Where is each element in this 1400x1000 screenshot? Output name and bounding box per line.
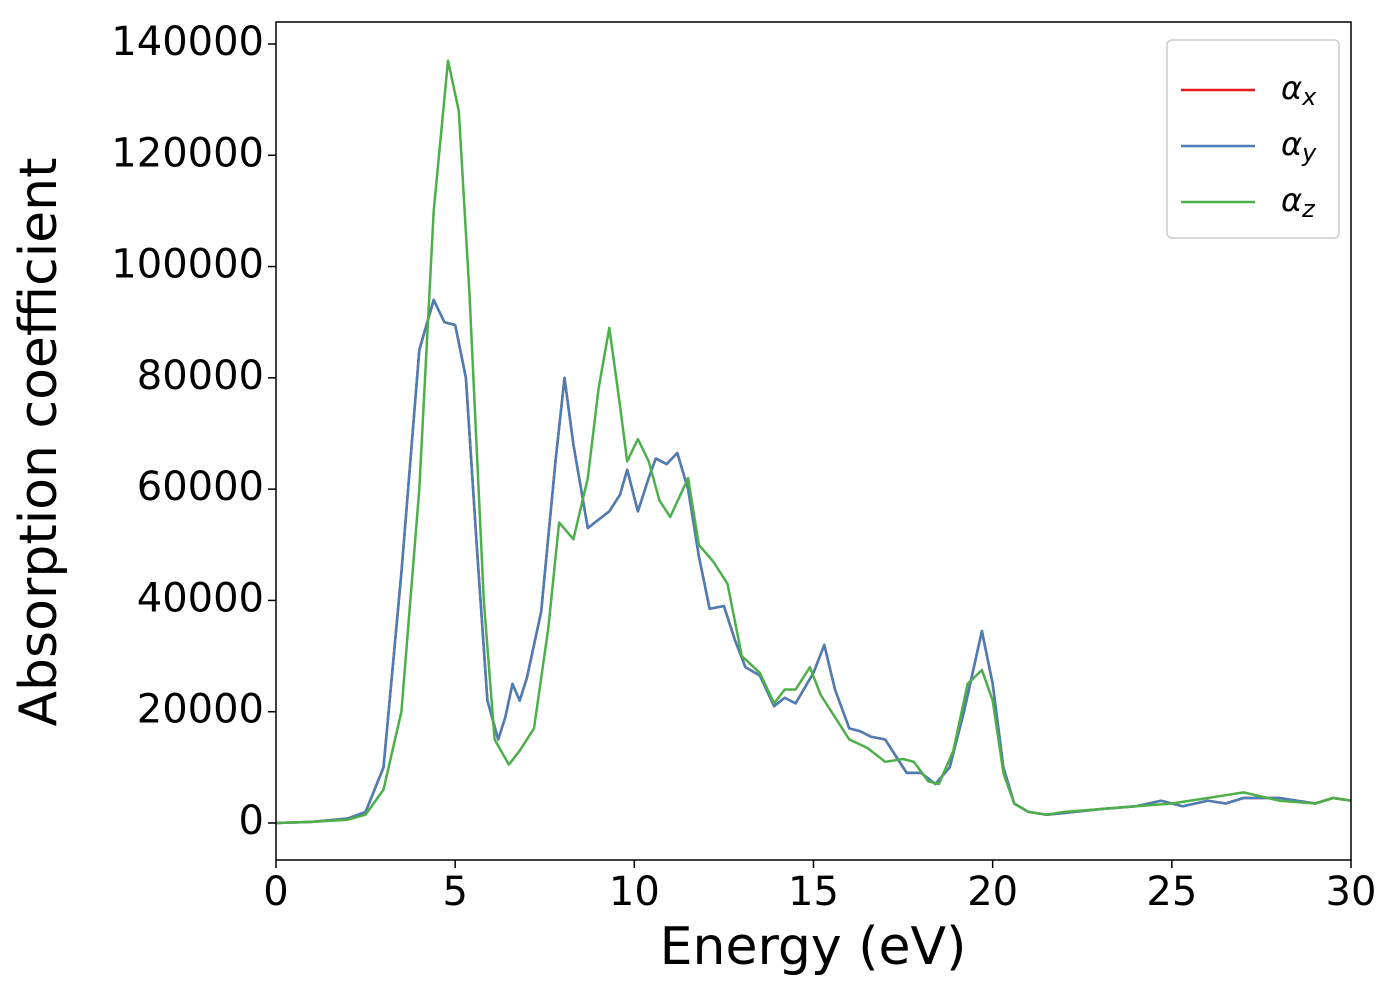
y-tick-label: 100000 bbox=[111, 242, 264, 288]
x-tick-label: 10 bbox=[609, 869, 660, 915]
y-tick-label: 60000 bbox=[137, 464, 264, 510]
y-tick-label: 0 bbox=[239, 798, 264, 844]
series-line bbox=[276, 59, 1351, 825]
y-tick-label: 120000 bbox=[111, 130, 264, 176]
plot-area bbox=[276, 59, 1351, 825]
x-tick-label: 20 bbox=[967, 869, 1018, 915]
legend-label: αz bbox=[1281, 181, 1316, 223]
y-tick-label: 140000 bbox=[111, 19, 264, 65]
y-tick-label: 80000 bbox=[137, 353, 264, 399]
y-tick-label: 40000 bbox=[137, 575, 264, 621]
x-tick-label: 5 bbox=[442, 869, 467, 915]
y-axis-label: Absorption coefficient bbox=[9, 157, 69, 726]
legend-label: αx bbox=[1281, 69, 1317, 111]
x-tick-label: 0 bbox=[263, 869, 288, 915]
x-axis-label: Energy (eV) bbox=[660, 917, 967, 977]
axes-frame bbox=[275, 21, 1352, 861]
y-tick-label: 20000 bbox=[137, 687, 264, 733]
x-tick-label: 15 bbox=[788, 869, 839, 915]
x-tick-label: 30 bbox=[1326, 869, 1377, 915]
series-line bbox=[276, 298, 1351, 825]
series-line bbox=[276, 298, 1351, 825]
legend-label: αy bbox=[1281, 125, 1317, 167]
x-tick-label: 25 bbox=[1146, 869, 1197, 915]
